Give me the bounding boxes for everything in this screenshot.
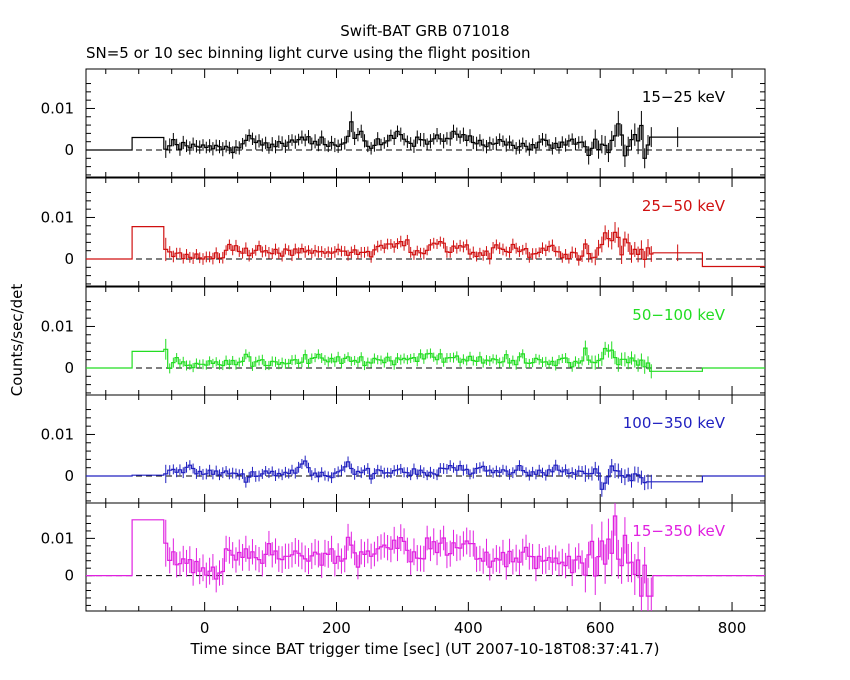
band-label: 25−50 keV bbox=[642, 197, 726, 215]
series-5 bbox=[86, 503, 765, 611]
x-tick-label: 200 bbox=[322, 619, 351, 637]
y-tick-label: 0.01 bbox=[41, 425, 74, 443]
panel-frame bbox=[85, 286, 766, 396]
panel-5: 0 0.01 15−350 keV bbox=[41, 502, 766, 612]
band-label: 100−350 keV bbox=[623, 414, 726, 432]
y-tick-label: 0.01 bbox=[41, 529, 74, 547]
y-tick-label: 0 bbox=[64, 141, 74, 159]
y-tick-label: 0.01 bbox=[41, 99, 74, 117]
panel-3: 0 0.01 50−100 keV bbox=[41, 286, 766, 396]
panels-group: 0 0.01 15−25 keV 0 0.01 25−50 keV 0 0.01 50−100 … bbox=[41, 68, 766, 637]
step-line bbox=[86, 121, 765, 159]
y-tick-label: 0 bbox=[64, 467, 74, 485]
step-line bbox=[86, 347, 765, 372]
series-4 bbox=[86, 455, 765, 497]
chart-title: Swift-BAT GRB 071018 bbox=[340, 22, 509, 40]
y-tick-label: 0 bbox=[64, 359, 74, 377]
panel-4: 0 0.01 100−350 keV bbox=[41, 394, 766, 504]
y-tick-label: 0.01 bbox=[41, 208, 74, 226]
x-tick-label: 600 bbox=[586, 619, 615, 637]
panel-frame bbox=[85, 68, 766, 178]
panel-frame bbox=[85, 502, 766, 612]
series-2 bbox=[86, 222, 765, 268]
x-axis-label: Time since BAT trigger time [sec] (UT 20… bbox=[190, 640, 660, 658]
x-tick-label: 400 bbox=[454, 619, 483, 637]
panel-frame bbox=[85, 177, 766, 287]
panel-2: 0 0.01 25−50 keV bbox=[41, 177, 766, 287]
panel-1: 0 0.01 15−25 keV bbox=[41, 68, 766, 178]
band-label: 15−25 keV bbox=[642, 88, 726, 106]
y-tick-label: 0 bbox=[64, 250, 74, 268]
chart-subtitle: SN=5 or 10 sec binning light curve using… bbox=[86, 44, 531, 62]
x-tick-label: 0 bbox=[200, 619, 210, 637]
x-tick-label: 800 bbox=[718, 619, 747, 637]
band-label: 50−100 keV bbox=[632, 306, 725, 324]
panel-frame bbox=[85, 394, 766, 504]
y-tick-label: 0 bbox=[64, 567, 74, 585]
y-axis-label: Counts/sec/det bbox=[8, 284, 26, 397]
step-line bbox=[86, 226, 765, 268]
series-1 bbox=[86, 110, 765, 169]
y-tick-label: 0.01 bbox=[41, 317, 74, 335]
series-3 bbox=[86, 338, 765, 379]
band-label: 15−350 keV bbox=[632, 522, 725, 540]
